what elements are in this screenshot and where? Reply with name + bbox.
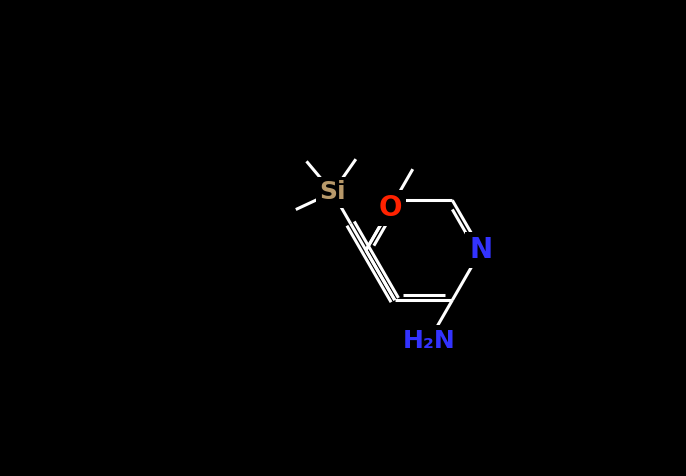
Text: Si: Si: [319, 180, 346, 204]
Text: H₂N: H₂N: [403, 329, 456, 353]
Text: O: O: [379, 194, 402, 222]
Text: N: N: [470, 236, 493, 264]
